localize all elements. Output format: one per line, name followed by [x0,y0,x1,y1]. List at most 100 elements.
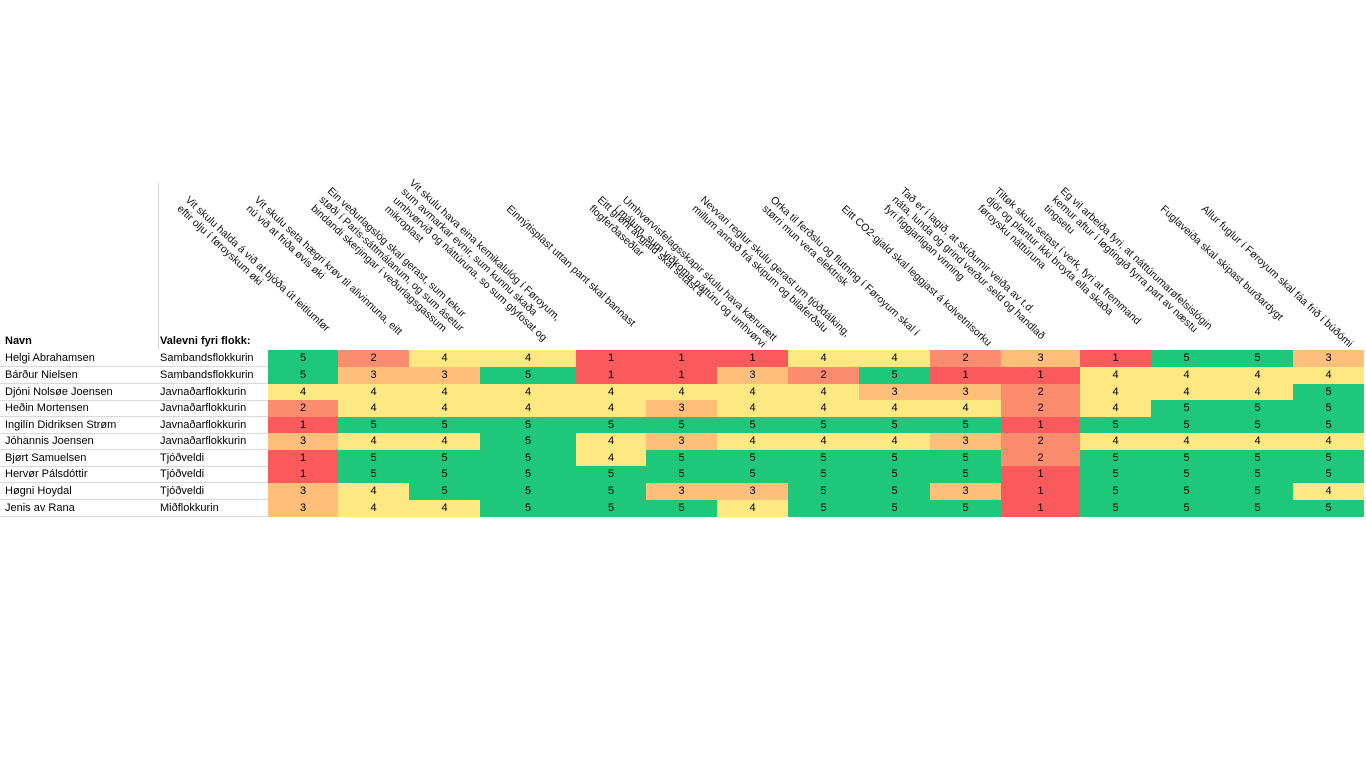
rating-cell[interactable]: 3 [409,367,480,384]
rating-cell[interactable]: 5 [859,450,930,467]
rating-cell[interactable]: 5 [1151,350,1222,367]
rating-cell[interactable]: 5 [576,483,646,500]
rating-cell[interactable]: 5 [480,483,576,500]
rating-cell[interactable]: 5 [1293,450,1364,467]
rating-cell[interactable]: 2 [930,350,1001,367]
rating-cell[interactable]: 5 [409,483,480,500]
rating-cell[interactable]: 1 [1001,483,1080,500]
rating-cell[interactable]: 4 [338,500,409,517]
rating-cell[interactable]: 5 [859,367,930,384]
rating-cell[interactable]: 2 [1001,400,1080,417]
rating-cell[interactable]: 3 [268,483,338,500]
rating-cell[interactable]: 5 [1080,500,1151,517]
rating-cell[interactable]: 4 [930,400,1001,417]
rating-cell[interactable]: 3 [646,483,717,500]
rating-cell[interactable]: 5 [1151,400,1222,417]
rating-cell[interactable]: 5 [268,350,338,367]
rating-cell[interactable]: 1 [268,417,338,434]
rating-cell[interactable]: 5 [1222,450,1293,467]
rating-cell[interactable]: 4 [1222,384,1293,401]
rating-cell[interactable]: 4 [1293,367,1364,384]
rating-cell[interactable]: 5 [480,417,576,434]
rating-cell[interactable]: 5 [930,417,1001,434]
rating-cell[interactable]: 1 [268,450,338,467]
rating-cell[interactable]: 1 [268,466,338,483]
rating-cell[interactable]: 3 [930,483,1001,500]
rating-cell[interactable]: 3 [930,384,1001,401]
rating-cell[interactable]: 5 [1151,500,1222,517]
rating-cell[interactable]: 4 [788,433,859,450]
rating-cell[interactable]: 4 [480,384,576,401]
rating-cell[interactable]: 4 [576,384,646,401]
rating-cell[interactable]: 2 [1001,433,1080,450]
rating-cell[interactable]: 1 [717,350,788,367]
rating-cell[interactable]: 4 [788,350,859,367]
rating-cell[interactable]: 4 [338,400,409,417]
rating-cell[interactable]: 1 [930,367,1001,384]
rating-cell[interactable]: 5 [859,466,930,483]
rating-cell[interactable]: 2 [1001,450,1080,467]
rating-cell[interactable]: 4 [1293,483,1364,500]
rating-cell[interactable]: 5 [930,466,1001,483]
rating-cell[interactable]: 4 [859,350,930,367]
rating-cell[interactable]: 4 [1080,384,1151,401]
rating-cell[interactable]: 1 [646,367,717,384]
rating-cell[interactable]: 5 [788,500,859,517]
rating-cell[interactable]: 2 [268,400,338,417]
rating-cell[interactable]: 4 [576,433,646,450]
rating-cell[interactable]: 3 [717,367,788,384]
rating-cell[interactable]: 5 [338,466,409,483]
rating-cell[interactable]: 3 [1293,350,1364,367]
rating-cell[interactable]: 3 [646,433,717,450]
rating-cell[interactable]: 5 [717,466,788,483]
rating-cell[interactable]: 5 [338,417,409,434]
rating-cell[interactable]: 4 [338,483,409,500]
rating-cell[interactable]: 5 [1293,466,1364,483]
rating-cell[interactable]: 5 [1151,466,1222,483]
rating-cell[interactable]: 4 [717,384,788,401]
rating-cell[interactable]: 3 [338,367,409,384]
rating-cell[interactable]: 3 [268,433,338,450]
rating-cell[interactable]: 5 [646,466,717,483]
rating-cell[interactable]: 5 [1222,417,1293,434]
rating-cell[interactable]: 3 [646,400,717,417]
rating-cell[interactable]: 5 [1293,500,1364,517]
rating-cell[interactable]: 4 [1080,433,1151,450]
rating-cell[interactable]: 4 [788,384,859,401]
rating-cell[interactable]: 2 [338,350,409,367]
rating-cell[interactable]: 5 [646,450,717,467]
rating-cell[interactable]: 4 [1151,433,1222,450]
rating-cell[interactable]: 1 [576,350,646,367]
rating-cell[interactable]: 5 [409,466,480,483]
rating-cell[interactable]: 4 [409,433,480,450]
rating-cell[interactable]: 3 [268,500,338,517]
rating-cell[interactable]: 4 [788,400,859,417]
rating-cell[interactable]: 5 [788,450,859,467]
rating-cell[interactable]: 5 [1222,466,1293,483]
rating-cell[interactable]: 4 [409,350,480,367]
rating-cell[interactable]: 5 [788,466,859,483]
rating-cell[interactable]: 1 [1001,466,1080,483]
rating-cell[interactable]: 4 [576,450,646,467]
rating-cell[interactable]: 5 [480,466,576,483]
rating-cell[interactable]: 1 [1001,367,1080,384]
rating-cell[interactable]: 4 [480,350,576,367]
rating-cell[interactable]: 5 [268,367,338,384]
rating-cell[interactable]: 5 [1293,400,1364,417]
rating-cell[interactable]: 1 [1001,417,1080,434]
rating-cell[interactable]: 4 [1080,367,1151,384]
rating-cell[interactable]: 5 [1293,384,1364,401]
rating-cell[interactable]: 4 [1222,367,1293,384]
rating-cell[interactable]: 4 [646,384,717,401]
rating-cell[interactable]: 4 [338,384,409,401]
rating-cell[interactable]: 5 [1222,500,1293,517]
rating-cell[interactable]: 5 [480,367,576,384]
rating-cell[interactable]: 4 [409,400,480,417]
rating-cell[interactable]: 4 [1222,433,1293,450]
rating-cell[interactable]: 5 [859,500,930,517]
rating-cell[interactable]: 4 [859,400,930,417]
rating-cell[interactable]: 4 [268,384,338,401]
rating-cell[interactable]: 5 [1080,483,1151,500]
rating-cell[interactable]: 4 [1293,433,1364,450]
rating-cell[interactable]: 2 [1001,384,1080,401]
